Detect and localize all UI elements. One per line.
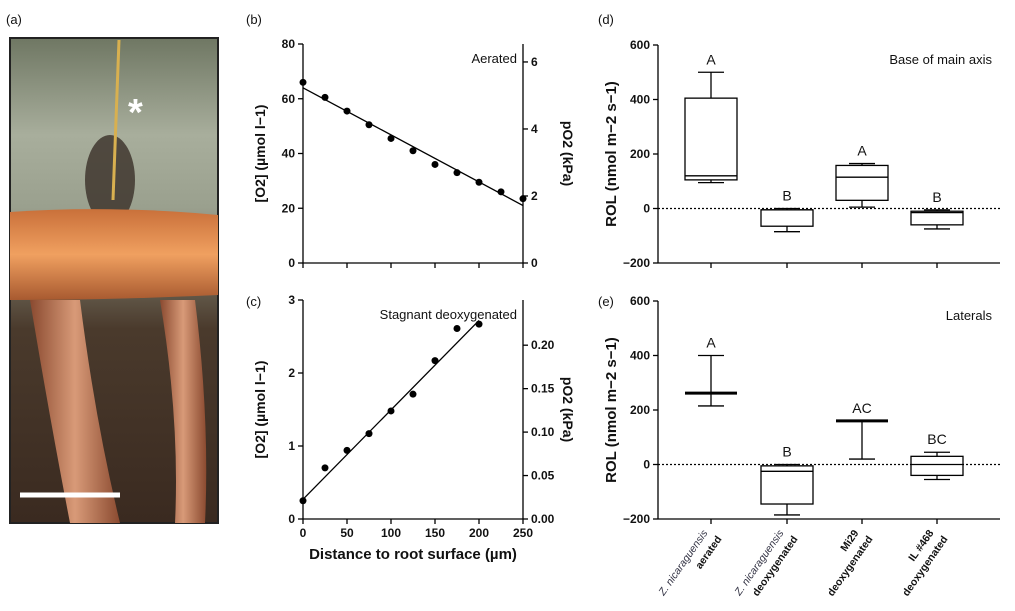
box xyxy=(760,465,814,505)
y-tick-label: 0 xyxy=(288,256,295,270)
y2-tick-label: 0.20 xyxy=(531,338,555,352)
significance-letter: B xyxy=(782,444,791,460)
y-tick-label: 80 xyxy=(282,37,296,51)
data-point xyxy=(453,169,461,177)
significance-letter: A xyxy=(706,335,716,351)
data-point xyxy=(431,357,439,365)
data-point xyxy=(365,430,373,438)
y2-tick-label: 2 xyxy=(531,189,538,203)
y-tick-label: 1 xyxy=(288,439,295,453)
data-point xyxy=(409,147,417,155)
x-axis-title: Distance to root surface (µm) xyxy=(309,546,517,563)
y2-tick-label: 4 xyxy=(531,122,538,136)
significance-letter: A xyxy=(706,51,716,67)
y-tick-label: 40 xyxy=(282,147,296,161)
x-tick-label: 0 xyxy=(300,526,307,540)
y2-tick-label: 6 xyxy=(531,55,538,69)
y-tick-label: 600 xyxy=(630,294,650,308)
y-tick-label: −200 xyxy=(623,256,650,270)
y-tick-label: 200 xyxy=(630,147,650,161)
plot-annotation: Stagnant deoxygenated xyxy=(380,307,517,322)
y-tick-label: 600 xyxy=(630,38,650,52)
y-axis-title: [O2] (µmol l−1) xyxy=(252,361,268,459)
microelectrode xyxy=(111,39,121,201)
y2-tick-label: 0.05 xyxy=(531,469,555,483)
y-tick-label: 60 xyxy=(282,92,296,106)
panel-label-e: (e) xyxy=(598,294,614,309)
y-tick-label: 0 xyxy=(643,458,650,472)
y2-tick-label: 0.10 xyxy=(531,425,555,439)
y-tick-label: 20 xyxy=(282,201,296,215)
y-axis-title: [O2] (µmol l−1) xyxy=(252,105,268,203)
significance-letter: B xyxy=(782,188,791,204)
x-tick-label: 50 xyxy=(340,526,354,540)
y2-tick-label: 0.00 xyxy=(531,512,555,526)
box xyxy=(910,455,964,477)
significance-letter: AC xyxy=(852,400,871,416)
y2-tick-label: 0 xyxy=(531,256,538,270)
data-point xyxy=(387,407,395,415)
y-tick-label: 0 xyxy=(288,512,295,526)
plot-annotation: Aerated xyxy=(471,51,517,66)
x-tick-label: 150 xyxy=(425,526,445,540)
x-tick-label: 250 xyxy=(513,526,533,540)
data-point xyxy=(321,464,329,472)
data-point xyxy=(497,188,505,196)
y-tick-label: 0 xyxy=(643,202,650,216)
data-point xyxy=(475,320,483,328)
x-tick-label: 200 xyxy=(469,526,489,540)
y-tick-label: 2 xyxy=(288,366,295,380)
y-tick-label: 400 xyxy=(630,93,650,107)
y2-tick-label: 0.15 xyxy=(531,382,555,396)
data-point xyxy=(321,93,329,101)
y-tick-label: 200 xyxy=(630,403,650,417)
plot-annotation: Base of main axis xyxy=(889,52,992,67)
data-point xyxy=(431,160,439,168)
box xyxy=(835,164,889,201)
box xyxy=(684,97,738,181)
data-point xyxy=(365,121,373,129)
box xyxy=(760,209,814,227)
y-axis-title: ROL (nmol m−2 s−1) xyxy=(603,81,620,227)
significance-letter: A xyxy=(857,143,867,159)
y-tick-label: 3 xyxy=(288,293,295,307)
data-point xyxy=(299,78,307,86)
data-point xyxy=(343,446,351,454)
data-point xyxy=(299,497,307,505)
box xyxy=(910,210,964,226)
data-point xyxy=(343,107,351,115)
y-axis-title: ROL (nmol m−2 s−1) xyxy=(603,337,620,483)
y-tick-label: 400 xyxy=(630,349,650,363)
panel-label-a: (a) xyxy=(6,12,22,27)
y2-axis-title: pO2 (kPa) xyxy=(560,121,576,186)
panel-label-c: (c) xyxy=(246,294,261,309)
data-point xyxy=(387,134,395,142)
x-tick-label: 100 xyxy=(381,526,401,540)
root-photo: * xyxy=(9,37,219,524)
y-tick-label: −200 xyxy=(623,512,650,526)
asterisk-marker: * xyxy=(128,92,143,134)
plot-annotation: Laterals xyxy=(946,308,993,323)
significance-letter: B xyxy=(932,189,941,205)
panel-label-d: (d) xyxy=(598,12,614,27)
data-point xyxy=(409,390,417,398)
panel-label-b: (b) xyxy=(246,12,262,27)
significance-letter: BC xyxy=(927,431,946,447)
data-point xyxy=(475,178,483,186)
fit-line xyxy=(302,87,524,207)
data-point xyxy=(453,324,461,332)
data-point xyxy=(519,195,527,203)
y2-axis-title: pO2 (kPa) xyxy=(560,377,576,442)
